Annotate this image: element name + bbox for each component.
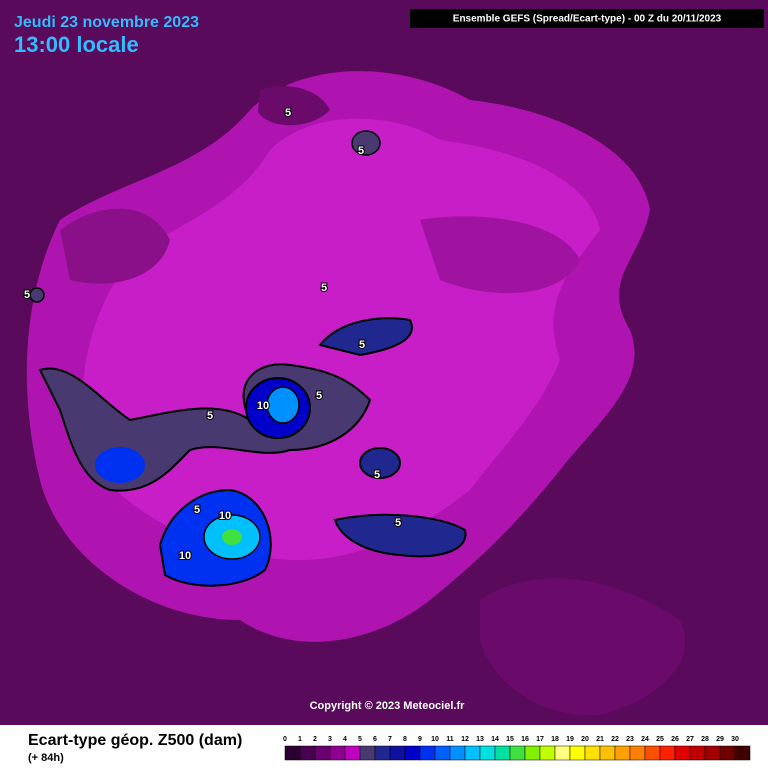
contour-label: 5 <box>359 339 365 351</box>
footer-title: Ecart-type géop. Z500 (dam) <box>28 732 242 749</box>
colorbar-label: 6 <box>373 736 377 743</box>
colorbar-swatch <box>554 745 571 761</box>
colorbar-swatch <box>464 745 481 761</box>
contour-label: 5 <box>395 517 401 529</box>
colorbar-swatch <box>584 745 601 761</box>
colorbar-label: 2 <box>313 736 317 743</box>
contour-label: 10 <box>257 400 269 412</box>
date: Jeudi 23 novembre 2023 <box>14 14 199 31</box>
colorbar-swatch <box>314 745 331 761</box>
colorbar-swatch <box>389 745 406 761</box>
spread-area <box>420 216 580 294</box>
spread-area <box>480 578 686 716</box>
colorbar-swatch <box>374 745 391 761</box>
colorbar-label: 27 <box>686 736 694 743</box>
colorbar-label: 0 <box>283 736 287 743</box>
colorbar-swatch <box>419 745 436 761</box>
colorbar-label: 5 <box>358 736 362 743</box>
colorbar-swatch <box>734 745 751 761</box>
colorbar-label: 16 <box>521 736 529 743</box>
colorbar-label: 1 <box>298 736 302 743</box>
colorbar-swatch <box>479 745 496 761</box>
colorbar-swatch <box>599 745 616 761</box>
colorbar-label: 11 <box>446 736 454 743</box>
contour-label: 5 <box>316 390 322 402</box>
colorbar-label: 10 <box>431 736 439 743</box>
colorbar-label: 9 <box>418 736 422 743</box>
colorbar-label: 23 <box>626 736 634 743</box>
colorbar-label: 13 <box>476 736 484 743</box>
colorbar-label: 12 <box>461 736 469 743</box>
contour-label: 10 <box>179 550 191 562</box>
colorbar-label: 25 <box>656 736 664 743</box>
contour-label: 10 <box>219 510 231 522</box>
contour-label: 5 <box>194 504 200 516</box>
contour-label: 5 <box>321 282 327 294</box>
colorbar-swatch <box>494 745 511 761</box>
colorbar-label: 20 <box>581 736 589 743</box>
lead-time: (+ 84h) <box>28 752 64 764</box>
colorbar-label: 19 <box>566 736 574 743</box>
spread-area <box>359 447 401 479</box>
spread-area <box>351 130 381 156</box>
colorbar-swatch <box>614 745 631 761</box>
colorbar-swatch <box>629 745 646 761</box>
colorbar-label: 28 <box>701 736 709 743</box>
contour-label: 5 <box>24 289 30 301</box>
colorbar-swatch <box>359 745 376 761</box>
colorbar-swatch <box>284 745 301 761</box>
colorbar-label: 4 <box>343 736 347 743</box>
colorbar-swatch <box>719 745 736 761</box>
colorbar-label: 26 <box>671 736 679 743</box>
spread-core <box>95 447 145 483</box>
contour-label: 5 <box>285 107 291 119</box>
colorbar-label: 17 <box>536 736 544 743</box>
colorbar-swatch <box>569 745 586 761</box>
colorbar-label: 18 <box>551 736 559 743</box>
contour-label: 5 <box>207 410 213 422</box>
colorbar-label: 29 <box>716 736 724 743</box>
colorbar-label: 22 <box>611 736 619 743</box>
spread-area <box>258 86 330 126</box>
spread-area <box>318 317 413 357</box>
colorbar: 0 1 2 3 4 5 6 7 8 9 10 11 12 13 14 15 16 17 18 19 20 21 22 23 24… <box>283 736 751 761</box>
colorbar-label: 8 <box>403 736 407 743</box>
spread-area <box>60 208 170 284</box>
spread-area <box>333 513 467 558</box>
spread-area <box>29 287 45 303</box>
colorbar-swatch <box>299 745 316 761</box>
colorbar-swatch <box>704 745 721 761</box>
colorbar-label: 14 <box>491 736 499 743</box>
colorbar-swatch <box>509 745 526 761</box>
colorbar-label: 30 <box>731 736 739 743</box>
colorbar-swatch <box>434 745 451 761</box>
contour-label: 5 <box>374 469 380 481</box>
spread-core <box>222 529 242 545</box>
colorbar-swatch <box>329 745 346 761</box>
colorbar-swatch <box>689 745 706 761</box>
colorbar-swatch <box>674 745 691 761</box>
copyright: Copyright © 2023 Meteociel.fr <box>310 700 466 712</box>
model-label: Ensemble GEFS (Spread/Ecart-type) - 00 Z… <box>453 14 722 25</box>
map: 5 5 5 5 5 5 5 10 5 5 5 10 10 Copyright ©… <box>0 0 768 725</box>
colorbar-swatch <box>404 745 421 761</box>
colorbar-label: 24 <box>641 736 649 743</box>
spread-core <box>266 386 300 424</box>
colorbar-swatch <box>344 745 361 761</box>
colorbar-swatch <box>659 745 676 761</box>
time: 13:00 locale <box>14 32 139 57</box>
colorbar-label: 3 <box>328 736 332 743</box>
colorbar-label: 15 <box>506 736 514 743</box>
colorbar-swatch <box>449 745 466 761</box>
colorbar-label: 21 <box>596 736 604 743</box>
colorbar-swatch <box>539 745 556 761</box>
model-box <box>410 9 764 28</box>
colorbar-label: 7 <box>388 736 392 743</box>
colorbar-swatch <box>524 745 541 761</box>
contour-label: 5 <box>358 145 364 157</box>
colorbar-swatch <box>644 745 661 761</box>
